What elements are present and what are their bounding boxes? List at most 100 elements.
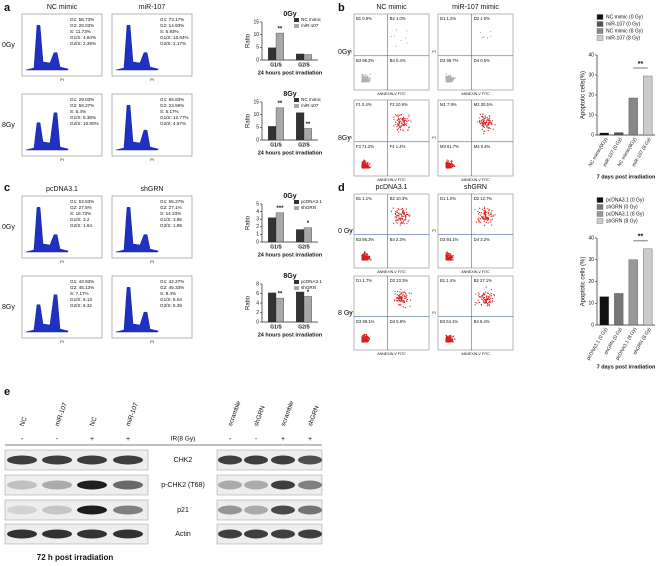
event-dot (394, 293, 396, 295)
event-dot (481, 36, 483, 38)
event-dot (400, 39, 402, 42)
event-dot (362, 336, 364, 339)
event-dot (394, 291, 396, 293)
bar (303, 128, 312, 141)
event-dot (370, 259, 372, 261)
event-dot (481, 128, 484, 131)
event-dot (488, 114, 490, 117)
legend-label: pcDNA3.1 (301, 279, 322, 284)
event-dot (362, 257, 364, 260)
event-dot (481, 118, 483, 121)
event-dot (447, 338, 449, 340)
event-dot (482, 36, 484, 38)
event-dot (368, 257, 371, 259)
event-dot (448, 163, 451, 166)
event-dot (401, 217, 403, 219)
histogram-curve (115, 25, 159, 71)
event-dot (488, 297, 490, 299)
event-dot (485, 286, 487, 288)
event-dot (491, 123, 493, 126)
blot-band (271, 529, 295, 539)
blot-band (7, 529, 37, 539)
bar (643, 75, 653, 136)
bar (643, 248, 653, 326)
cycle-stat: G2/S: 2.39% (70, 41, 96, 46)
event-dot (485, 124, 487, 126)
bar (599, 296, 609, 326)
event-dot (487, 222, 489, 224)
event-dot (450, 336, 452, 338)
event-dot (479, 207, 481, 209)
event-dot (483, 220, 485, 222)
event-dot (367, 257, 369, 260)
event-dot (368, 80, 371, 82)
y-axis-label: Ratio (246, 295, 252, 310)
event-dot (400, 223, 402, 225)
event-dot (397, 212, 400, 214)
event-dot (478, 293, 480, 295)
event-dot (402, 116, 405, 119)
cycle-stat: G2/S: 1.64 (70, 223, 92, 228)
quadrant-label: B2 10.3% (390, 196, 408, 201)
event-dot (398, 121, 400, 123)
event-dot (364, 340, 366, 343)
event-dot (365, 339, 367, 341)
event-dot (404, 123, 406, 126)
legend-label: shGRN (8 Gy) (606, 218, 638, 224)
cycle-stat: G1: 53.53% (70, 199, 94, 204)
event-dot (406, 299, 408, 301)
column-title: shGRN (141, 186, 164, 193)
event-dot (488, 296, 491, 298)
axis-label: ANNEXIN-V FITC (377, 178, 406, 182)
event-dot (477, 219, 480, 222)
event-dot (487, 129, 489, 132)
event-dot (454, 77, 456, 79)
event-dot (400, 125, 402, 127)
event-dot (484, 122, 486, 125)
event-dot (401, 297, 403, 299)
cycle-stat: S: 16.73% (70, 211, 91, 216)
event-dot (484, 115, 486, 117)
event-dot (399, 217, 402, 219)
event-dot (364, 77, 366, 79)
event-dot (483, 207, 486, 210)
cycle-stat: G2/S: 1.89 (160, 223, 182, 228)
event-dot (450, 256, 453, 259)
y-tick-label: 2 (256, 224, 259, 230)
event-dot (482, 123, 484, 125)
event-dot (477, 292, 480, 294)
axis-label: PI (432, 136, 435, 140)
event-dot (363, 167, 365, 169)
event-dot (404, 297, 406, 299)
event-dot (399, 120, 401, 122)
event-dot (488, 124, 490, 126)
event-dot (394, 299, 396, 301)
event-dot (452, 338, 454, 341)
y-tick-label: 15 (253, 19, 259, 25)
event-dot (403, 119, 405, 121)
event-dot (395, 217, 397, 219)
event-dot (481, 208, 484, 210)
event-dot (448, 335, 451, 337)
event-dot (483, 298, 485, 301)
event-dot (408, 126, 410, 128)
event-dot (365, 78, 367, 81)
event-dot (484, 300, 486, 302)
event-dot (449, 166, 452, 169)
blot-strip (4, 499, 149, 521)
y-tick-label: 20 (588, 279, 594, 285)
row-label: 8Gy (2, 122, 15, 129)
y-tick-label: 30 (588, 257, 594, 263)
event-dot (453, 165, 456, 168)
event-dot (398, 123, 400, 125)
event-dot (406, 30, 408, 32)
event-dot (488, 119, 490, 121)
event-dot (492, 215, 494, 217)
event-dot (482, 293, 485, 295)
axis-label: PI (60, 157, 64, 162)
quadrant-label: B1 1.4% (440, 278, 456, 283)
blot-band (218, 505, 242, 515)
cycle-stat: G1/S: 5.04 (160, 297, 182, 302)
axis-label: PI (432, 229, 435, 233)
ir-sign: - (21, 436, 24, 443)
